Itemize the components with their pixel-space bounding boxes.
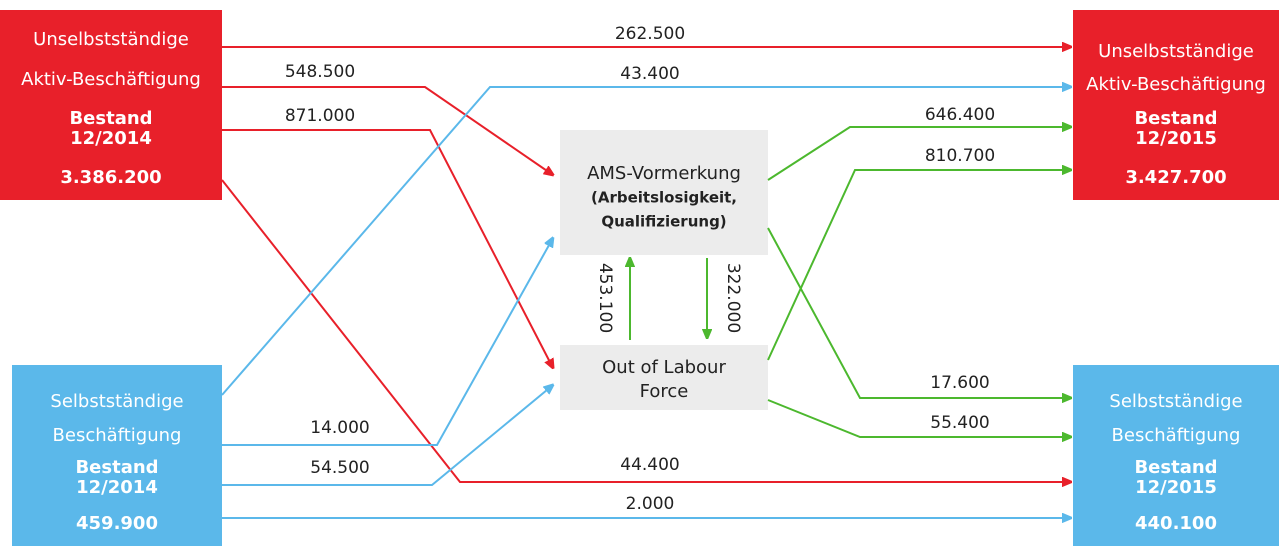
flow-label: 548.500: [285, 62, 355, 82]
node-subtitle: (Arbeitslosigkeit,: [591, 189, 737, 207]
boxes: [0, 10, 1279, 546]
flow-label: 43.400: [620, 64, 679, 84]
flow-label: 2.000: [626, 494, 675, 514]
node-title: Beschäftigung: [53, 425, 182, 446]
box: [1073, 365, 1279, 546]
flow-label: 646.400: [925, 105, 995, 125]
box: [0, 10, 222, 200]
node-value: 440.100: [1135, 513, 1217, 534]
arrow: [222, 238, 553, 446]
node-title: Aktiv-Beschäftigung: [1086, 74, 1266, 95]
node-title: Selbstständige: [50, 391, 183, 412]
node-value: 459.900: [76, 513, 158, 534]
node-value: 3.386.200: [60, 167, 161, 188]
flow-label: 55.400: [930, 413, 989, 433]
arrow: [222, 86, 553, 175]
box: [560, 130, 768, 255]
arrow: [767, 170, 1071, 361]
node-stock: Bestand: [69, 108, 152, 129]
flow-label: 54.500: [310, 458, 369, 478]
node-period: 12/2015: [1135, 128, 1217, 149]
node-period: 12/2015: [1135, 477, 1217, 498]
arrow: [222, 385, 553, 486]
node-period: 12/2014: [76, 477, 158, 498]
flow-labels: 262.500 548.500 871.000 44.400 43.400 14…: [285, 24, 995, 514]
node-stock: Bestand: [75, 457, 158, 478]
flow-label: 44.400: [620, 455, 679, 475]
node-stock: Bestand: [1134, 457, 1217, 478]
node-title: Unselbstständige: [33, 29, 189, 50]
arrow: [222, 129, 553, 368]
node-title: Force: [640, 381, 689, 402]
node-subtitle: Qualifizierung): [601, 213, 726, 231]
arrow: [767, 399, 1071, 437]
box: [560, 345, 768, 410]
node-period: 12/2014: [70, 128, 152, 149]
flow-label: 262.500: [615, 24, 685, 44]
flow-label: 871.000: [285, 106, 355, 126]
node-value: 3.427.700: [1125, 167, 1226, 188]
node-title: Aktiv-Beschäftigung: [21, 69, 201, 90]
arrow: [767, 127, 1071, 181]
arrow: [767, 227, 1071, 398]
flow-label: 453.100: [595, 263, 615, 333]
flow-label: 17.600: [930, 373, 989, 393]
arrows: [221, 47, 1071, 518]
box: [1073, 10, 1279, 200]
flow-label: 14.000: [310, 418, 369, 438]
node-title: Unselbstständige: [1098, 41, 1254, 62]
node-title: AMS-Vormerkung: [587, 163, 741, 184]
flow-label: 810.700: [925, 146, 995, 166]
node-title: Selbstständige: [1109, 391, 1242, 412]
node-title: Beschäftigung: [1112, 425, 1241, 446]
box: [12, 365, 222, 546]
flow-label: 322.000: [723, 263, 743, 333]
arrow: [221, 87, 1071, 396]
node-stock: Bestand: [1134, 108, 1217, 129]
arrow: [221, 179, 1071, 482]
node-title: Out of Labour: [602, 357, 726, 378]
node-labels: Unselbstständige Aktiv-Beschäftigung Bes…: [21, 29, 1266, 534]
